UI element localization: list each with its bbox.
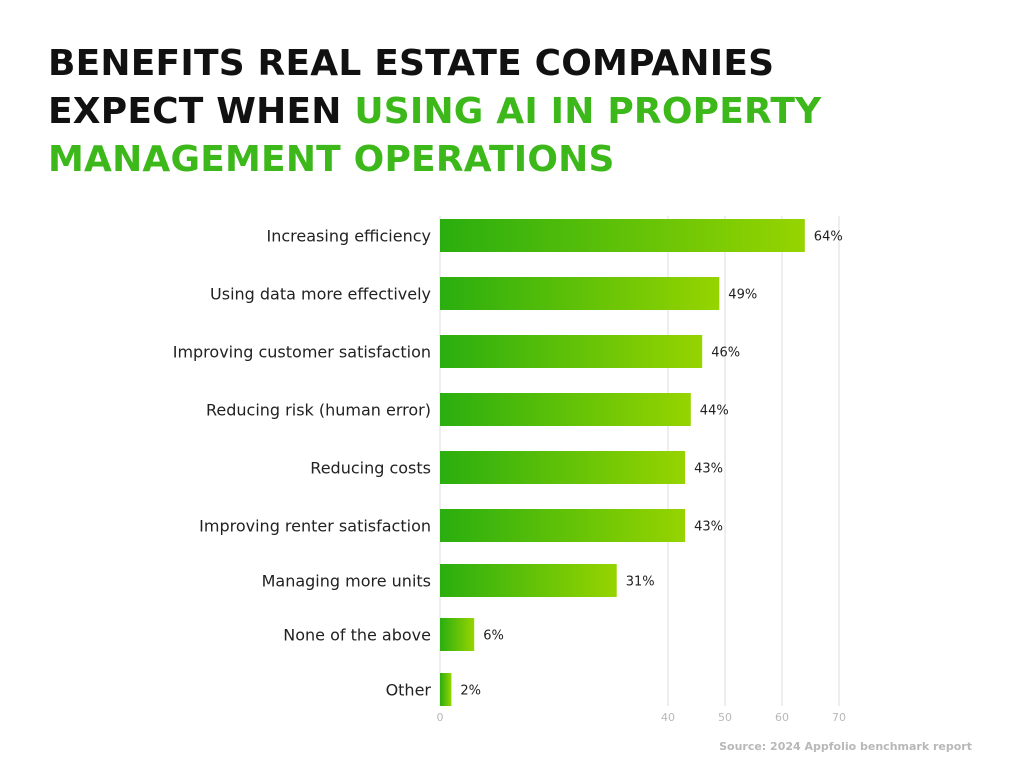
bars [440, 219, 805, 706]
bar-1 [440, 277, 720, 310]
category-label-1: Using data more effectively [210, 285, 431, 304]
x-tick-label-0: 0 [437, 711, 444, 724]
bar-4 [440, 451, 686, 484]
value-label-8: 2% [460, 684, 481, 699]
bar-5 [440, 509, 686, 542]
bar-2 [440, 335, 703, 368]
value-label-5: 43% [694, 520, 723, 535]
value-label-7: 6% [483, 629, 504, 644]
category-label-7: None of the above [283, 626, 431, 645]
value-label-6: 31% [626, 575, 655, 590]
value-label-3: 44% [700, 404, 729, 419]
title-line-1: BENEFITS REAL ESTATE COMPANIES [48, 43, 775, 84]
category-label-5: Improving renter satisfaction [199, 517, 431, 536]
category-label-3: Reducing risk (human error) [206, 401, 431, 420]
bar-3 [440, 393, 691, 426]
value-label-4: 43% [694, 462, 723, 477]
bar-7 [440, 618, 475, 651]
category-label-0: Increasing efficiency [267, 227, 432, 246]
value-label-1: 49% [728, 288, 757, 303]
category-labels: Increasing efficiency Using data more eff… [173, 227, 432, 700]
bar-6 [440, 564, 617, 597]
value-labels: 64% 49% 46% 44% 43% 43% 31% 6% 2% [460, 230, 842, 699]
bar-8 [440, 673, 452, 706]
x-tick-label-50: 50 [718, 711, 732, 724]
category-label-8: Other [386, 681, 432, 700]
category-label-2: Improving customer satisfaction [173, 343, 431, 362]
x-tick-label-70: 70 [832, 711, 846, 724]
source-note: Source: 2024 Appfolio benchmark report [719, 740, 972, 753]
title-line-2: EXPECT WHEN USING AI IN PROPERTY [48, 88, 948, 136]
title-line-2-dark: EXPECT WHEN [48, 91, 355, 132]
bar-0 [440, 219, 805, 252]
value-label-2: 46% [711, 346, 740, 361]
category-label-4: Reducing costs [310, 459, 431, 478]
chart-title: BENEFITS REAL ESTATE COMPANIES EXPECT WH… [48, 40, 948, 184]
category-label-6: Managing more units [262, 572, 431, 591]
value-label-0: 64% [814, 230, 843, 245]
x-axis-ticks: 0 40 50 60 70 [437, 711, 847, 724]
x-tick-label-40: 40 [661, 711, 675, 724]
x-tick-label-60: 60 [775, 711, 789, 724]
title-line-2-green: USING AI IN PROPERTY [354, 91, 822, 132]
title-line-3: MANAGEMENT OPERATIONS [48, 139, 615, 180]
